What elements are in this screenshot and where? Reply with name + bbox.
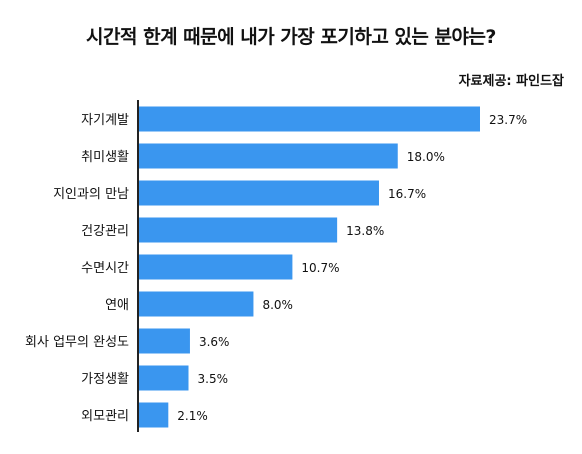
bar	[138, 365, 189, 391]
value-label: 3.5%	[198, 372, 229, 386]
bar	[138, 291, 254, 317]
category-label: 가정생활	[81, 372, 129, 387]
category-label: 연애	[105, 298, 129, 313]
value-label: 18.0%	[407, 150, 445, 164]
category-label: 취미생활	[81, 150, 129, 165]
bar	[138, 254, 293, 280]
bar	[138, 217, 338, 243]
value-label: 23.7%	[489, 113, 527, 127]
category-label: 수면시간	[81, 261, 129, 276]
value-label: 13.8%	[346, 224, 384, 238]
value-label: 16.7%	[388, 187, 426, 201]
value-label: 10.7%	[301, 261, 339, 275]
chart-title: 시간적 한계 때문에 내가 가장 포기하고 있는 분야는?	[86, 26, 496, 48]
category-label: 건강관리	[81, 224, 129, 239]
category-label: 회사 업무의 완성도	[25, 335, 129, 350]
source-credit: 자료제공: 파인드잡	[458, 74, 564, 89]
value-label: 2.1%	[177, 409, 208, 423]
category-label: 자기계발	[81, 113, 129, 128]
bar	[138, 328, 190, 354]
category-label: 외모관리	[81, 409, 129, 424]
bar	[138, 402, 169, 428]
bar	[138, 106, 480, 132]
value-label: 3.6%	[199, 335, 230, 349]
category-label: 지인과의 만남	[53, 187, 129, 202]
bar	[138, 180, 379, 206]
value-label: 8.0%	[262, 298, 293, 312]
bar	[138, 143, 398, 169]
